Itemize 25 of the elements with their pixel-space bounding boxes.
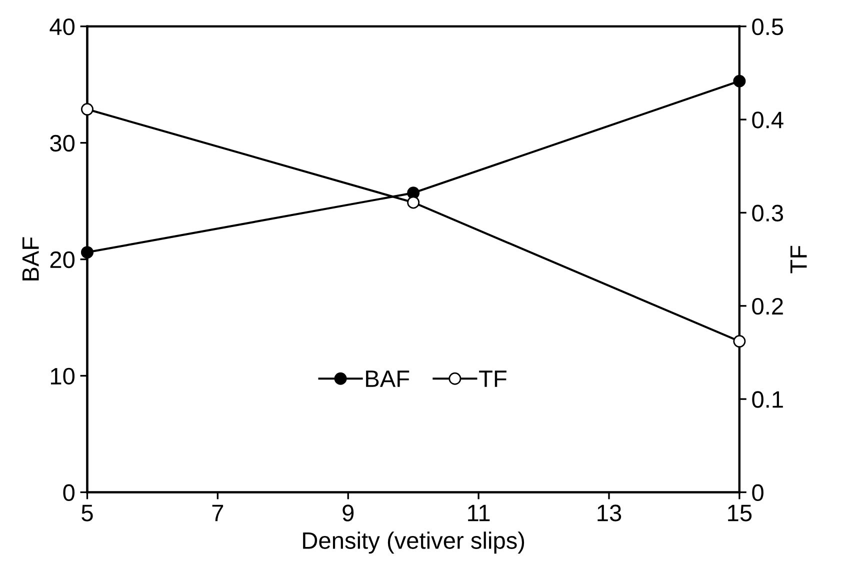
- y2-tick-label: 0: [752, 484, 764, 502]
- y-tick-label: 0: [63, 484, 75, 502]
- y2-axis-title: TF: [790, 246, 807, 274]
- x-tick-label: 5: [82, 504, 93, 522]
- x-tick-label: 11: [468, 504, 490, 522]
- y-axis-title: BAF: [22, 237, 39, 280]
- legend-label: TF: [479, 370, 506, 387]
- legend-label: BAF: [366, 370, 410, 387]
- x-tick-label: 7: [212, 504, 224, 522]
- y2-tick-label: 0.5: [752, 18, 784, 36]
- y2-tick-label: 0.3: [752, 204, 784, 222]
- point: [407, 196, 420, 209]
- y2-tick-label: 0.1: [752, 391, 783, 408]
- point: [80, 103, 94, 116]
- x-axis-title: Density (vetiver slips): [303, 532, 524, 554]
- x-tick-label: 13: [598, 504, 622, 522]
- x-tick-label: 15: [728, 504, 752, 522]
- y2-tick-label: 0.4: [752, 112, 784, 128]
- y-tick-label: 10: [50, 368, 75, 385]
- y-tick-label: 40: [50, 18, 75, 36]
- y2-tick-label: 0.2: [752, 298, 783, 315]
- y-tick-label: 30: [50, 134, 75, 152]
- y-tick-label: 20: [50, 251, 75, 268]
- x-tick-label: 9: [342, 504, 354, 522]
- point: [733, 335, 746, 348]
